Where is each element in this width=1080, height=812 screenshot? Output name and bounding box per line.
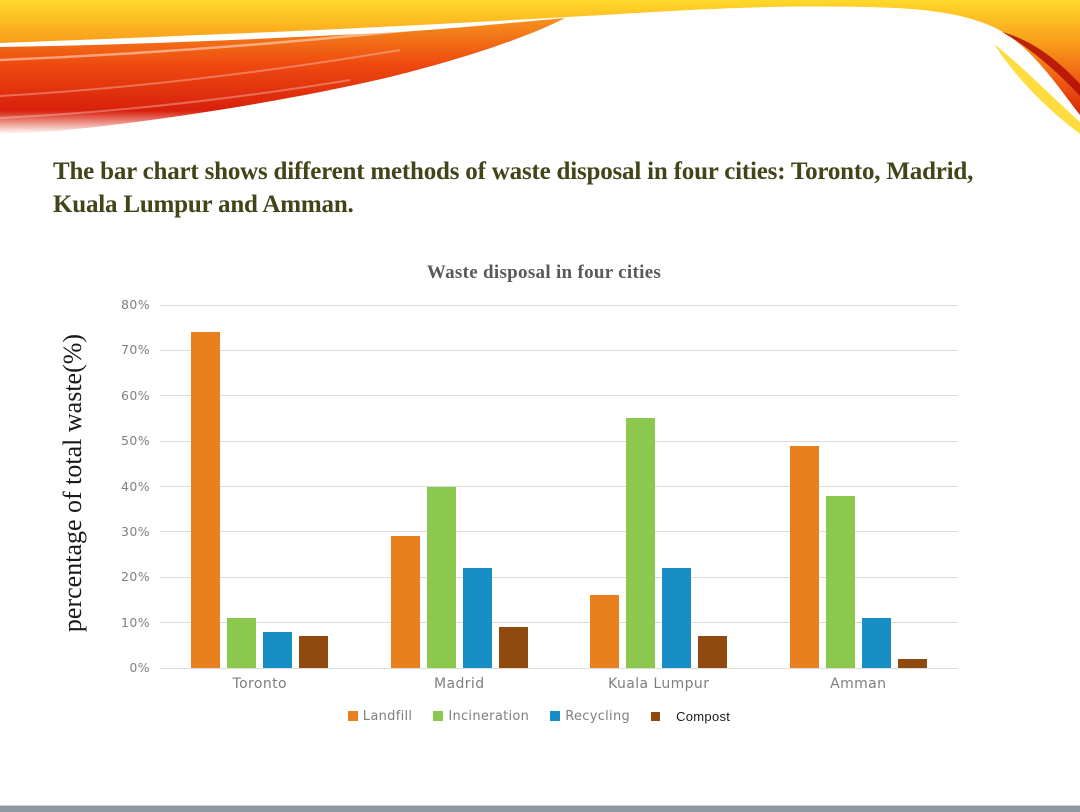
legend-marker-icon (347, 711, 358, 721)
wave-fiber-streak (0, 49, 401, 97)
bottom-border (0, 805, 1080, 812)
y-tick-label: 80% (121, 297, 150, 312)
bar-incineration-toronto (227, 618, 257, 668)
gridline (160, 486, 958, 487)
gridline (160, 440, 958, 442)
bar-recycling-madrid (462, 568, 492, 668)
gridline (160, 304, 958, 306)
category-label: Madrid (434, 676, 485, 692)
y-axis-label: percentage of total waste(%) (58, 333, 87, 633)
wave-top-band (0, 0, 1080, 115)
legend: Landfill Incineration Recycling Compost (140, 706, 938, 726)
legend-label: Incineration (448, 708, 530, 724)
category-label: Kuala Lumpur (608, 676, 710, 692)
bar-landfill-amman (789, 445, 819, 668)
bar-compost-kuala-lumpur (698, 636, 728, 668)
y-tick-label: 50% (121, 433, 150, 449)
legend-item-compost: Compost (651, 709, 730, 724)
gridline (160, 395, 958, 397)
y-tick-label: 60% (121, 387, 150, 403)
legend-label: Recycling (565, 708, 631, 724)
bar-recycling-kuala-lumpur (662, 568, 692, 668)
wave-fiber-streak (0, 26, 431, 62)
y-tick-label: 40% (121, 478, 150, 494)
y-tick-label: 10% (121, 614, 150, 630)
bar-landfill-toronto (191, 332, 221, 668)
plot-area: 0% 10% 20% 30% 40% 50% 60% 70% 80% Toronto Madrid K… (121, 297, 958, 692)
wave-corner-yellow-edge (994, 44, 1080, 134)
bar-compost-toronto (299, 636, 329, 668)
gridline (160, 349, 958, 351)
bar-incineration-madrid (426, 486, 456, 668)
gridline (160, 667, 958, 669)
bar-compost-amman (897, 658, 927, 668)
legend-marker-icon (433, 711, 444, 721)
legend-label: Landfill (362, 708, 413, 724)
bar-landfill-kuala-lumpur (590, 595, 620, 668)
bar-recycling-amman (861, 618, 891, 668)
gridline (160, 576, 958, 578)
y-tick-label: 0% (129, 660, 150, 675)
bar-landfill-madrid (390, 536, 420, 668)
y-tick-label: 20% (121, 569, 150, 585)
header-wave-graphic (0, 0, 1080, 134)
category-label: Amman (830, 676, 887, 692)
y-tick-label: 30% (121, 523, 150, 539)
legend-marker-icon (550, 711, 561, 721)
slide-title: The bar chart shows different methods of… (53, 158, 974, 218)
legend-item-landfill: Landfill (347, 708, 413, 724)
wave-fiber-streak (0, 79, 351, 119)
gridline (160, 531, 958, 533)
wave-red-mass (0, 18, 565, 134)
chart-title: Waste disposal in four cities (426, 262, 662, 283)
bar-incineration-amman (825, 495, 855, 668)
y-tick-label: 70% (121, 342, 150, 358)
bar-incineration-kuala-lumpur (626, 418, 656, 668)
legend-item-recycling: Recycling (550, 709, 630, 724)
category-label: Toronto (232, 676, 287, 692)
legend-item-incineration: Incineration (433, 709, 529, 724)
legend-marker-icon (651, 711, 661, 721)
gridline (160, 622, 958, 624)
legend-label: Compost (676, 708, 731, 724)
bar-compost-madrid (498, 627, 528, 668)
bar-recycling-toronto (263, 631, 293, 668)
